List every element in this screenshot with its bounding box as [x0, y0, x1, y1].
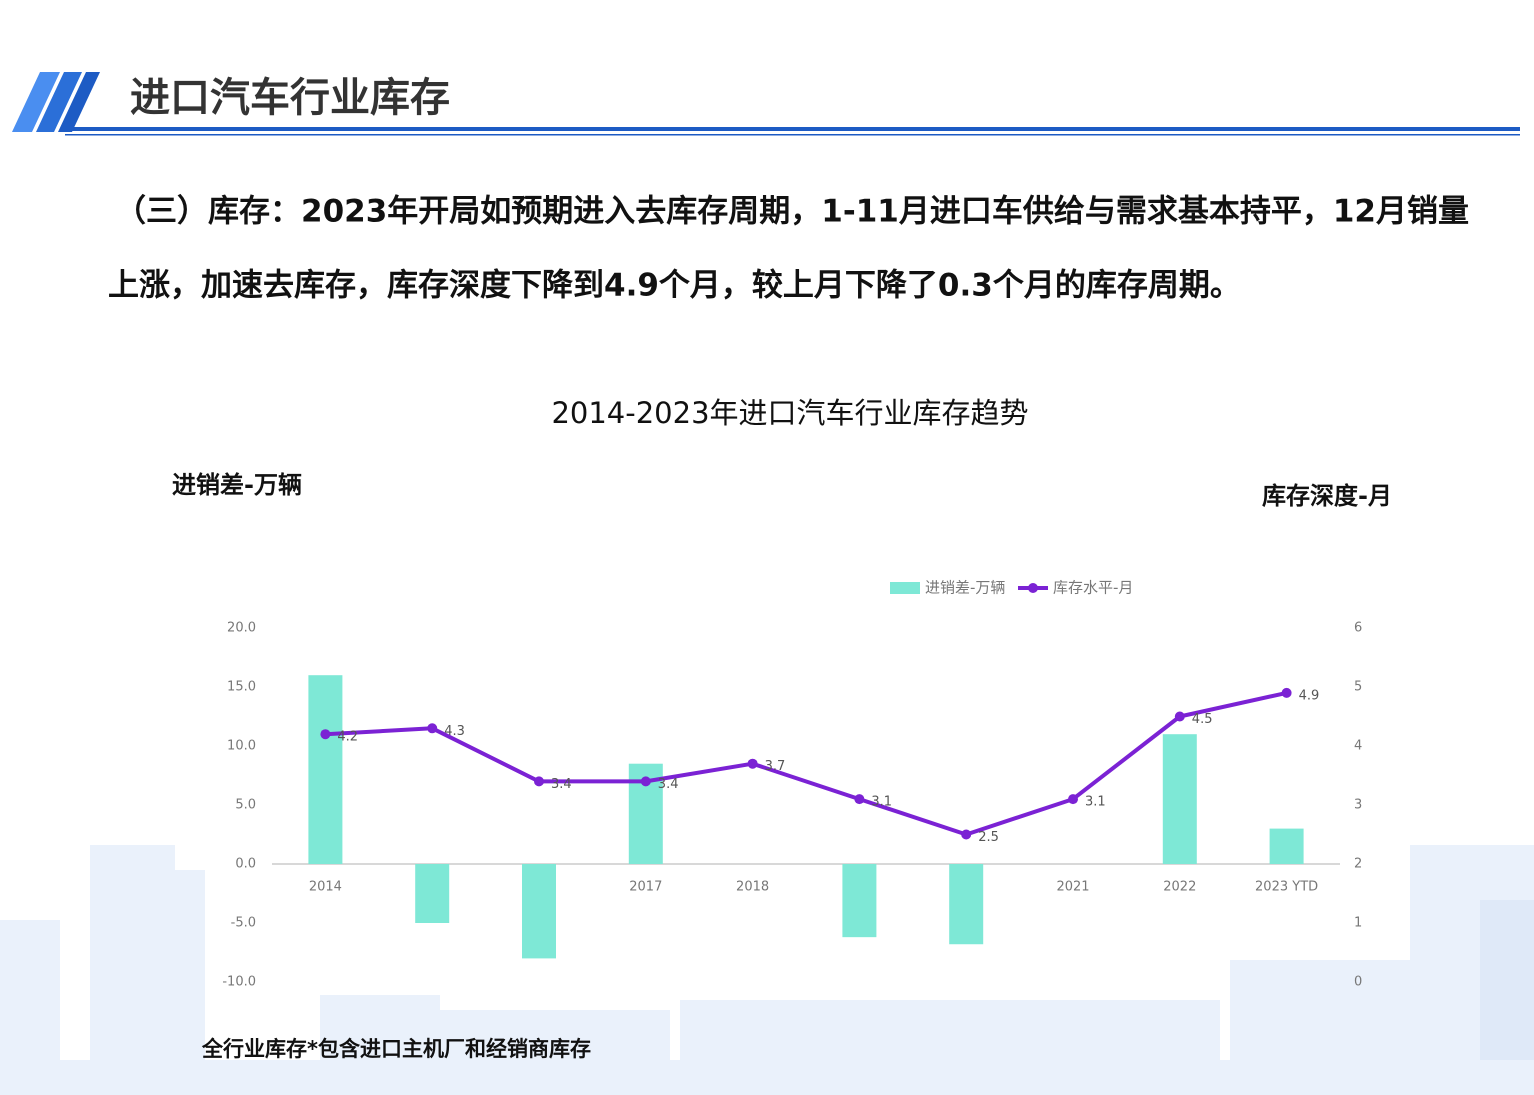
bar	[842, 864, 877, 938]
y-tick-label: 15.0	[227, 680, 256, 695]
bar	[1162, 734, 1197, 864]
data-label: 4.9	[1299, 688, 1320, 703]
header-decoration	[12, 72, 1520, 136]
chart-title: 2014-2023年进口汽车行业库存趋势	[551, 396, 1028, 430]
y-axis-label: 进销差-万辆	[172, 471, 302, 499]
y-tick-label: -5.0	[231, 916, 256, 931]
background-city	[0, 845, 1534, 1095]
bar	[308, 675, 343, 864]
legend-swatch	[1028, 583, 1038, 593]
line-point	[961, 829, 972, 840]
page-title: 进口汽车行业库存	[130, 75, 450, 121]
data-label: 3.4	[551, 777, 572, 792]
data-label: 3.1	[1085, 795, 1106, 810]
data-label: 3.4	[658, 777, 679, 792]
line-point	[854, 794, 865, 805]
bar	[949, 864, 984, 945]
x-tick-label: 2017	[629, 880, 662, 895]
x-tick-label: 2023 YTD	[1255, 880, 1318, 895]
y-tick-label: 20.0	[227, 621, 256, 636]
data-label: 3.7	[765, 759, 786, 774]
y2-tick-label: 5	[1354, 680, 1362, 695]
x-tick-label: 2022	[1163, 880, 1196, 895]
y2-axis-label: 库存深度-月	[1262, 482, 1392, 510]
bar	[415, 864, 450, 923]
y2-tick-label: 2	[1354, 857, 1362, 872]
x-tick-label: 2021	[1056, 880, 1089, 895]
paragraph-line: 上涨，加速去库存，库存深度下降到4.9个月，较上月下降了0.3个月的库存周期。	[108, 268, 1241, 304]
legend-label: 进销差-万辆	[925, 579, 1005, 597]
data-label: 2.5	[978, 830, 999, 845]
x-tick-label: 2014	[309, 880, 342, 895]
line-point	[320, 729, 331, 740]
x-tick-label: 2018	[736, 880, 769, 895]
legend-label: 库存水平-月	[1053, 579, 1133, 597]
legend-swatch	[890, 582, 920, 594]
data-label: 4.3	[444, 724, 465, 739]
y2-tick-label: 4	[1354, 739, 1362, 754]
line-point	[1174, 711, 1185, 722]
y2-tick-label: 3	[1354, 798, 1362, 813]
y-tick-label: 5.0	[235, 798, 256, 813]
y-tick-label: 10.0	[227, 739, 256, 754]
line-point	[1068, 794, 1078, 805]
y-tick-label: -10.0	[222, 975, 256, 990]
data-label: 3.1	[871, 795, 892, 810]
bar	[522, 864, 556, 959]
line-point	[640, 776, 651, 787]
footnote: 全行业库存*包含进口主机厂和经销商库存	[201, 1037, 591, 1061]
y2-tick-label: 0	[1354, 975, 1362, 990]
y-tick-label: 0.0	[235, 857, 256, 872]
line-point	[534, 776, 544, 787]
y2-tick-label: 1	[1354, 916, 1362, 931]
line-point	[747, 758, 758, 769]
data-label: 4.2	[337, 730, 358, 745]
y2-tick-label: 6	[1354, 621, 1362, 636]
bar	[1269, 828, 1304, 864]
line	[325, 690, 1288, 837]
paragraph-line: （三）库存：2023年开局如预期进入去库存周期，1-11月进口车供给与需求基本持…	[115, 194, 1469, 230]
data-label: 4.5	[1192, 712, 1213, 727]
line-point	[427, 723, 438, 734]
line-point	[1281, 687, 1292, 698]
